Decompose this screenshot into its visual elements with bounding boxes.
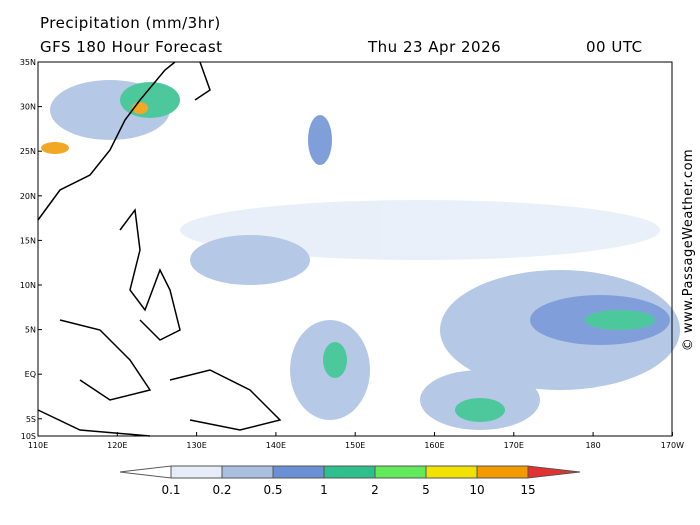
coastlines [37, 61, 282, 437]
colorbar-segment [323, 465, 376, 479]
lat-label: 20N [20, 192, 36, 201]
lat-label: 30N [20, 103, 36, 112]
colorbar-segment [272, 465, 325, 479]
date: Thu 23 Apr 2026 [367, 38, 501, 56]
colorbar-label: 0.5 [263, 483, 282, 497]
lon-label: 130E [186, 441, 206, 450]
time: 00 UTC [586, 38, 643, 56]
lon-label: 180 [585, 441, 600, 450]
colorbar: 0.1 0.2 0.5 1 2 5 10 15 [119, 465, 581, 497]
colorbar-label: 0.2 [212, 483, 231, 497]
title: Precipitation (mm/3hr) [40, 14, 221, 32]
colorbar-label: 15 [520, 483, 535, 497]
lon-label: 150E [345, 441, 365, 450]
lon-label: 160E [424, 441, 444, 450]
precip-field [41, 80, 680, 430]
lon-label: 170E [504, 441, 524, 450]
lon-axis: 110E 120E 130E 140E 150E 160E 170E 180 170W [28, 432, 684, 450]
watermark: © www.PassageWeather.com [681, 149, 696, 351]
colorbar-label: 1 [320, 483, 328, 497]
lat-label: 5S [26, 415, 36, 424]
colorbar-label: 10 [469, 483, 484, 497]
colorbar-segment [221, 465, 274, 479]
colorbar-label: 5 [422, 483, 430, 497]
lon-label: 140E [266, 441, 286, 450]
lat-label: 15N [20, 236, 36, 245]
subtitle: GFS 180 Hour Forecast [40, 38, 223, 56]
lat-label: 35N [20, 58, 36, 67]
colorbar-label: 2 [371, 483, 379, 497]
colorbar-segment [119, 465, 172, 479]
colorbar-segment [527, 465, 581, 479]
colorbar-segment [425, 465, 478, 479]
colorbar-segment [476, 465, 529, 479]
colorbar-segment [170, 465, 223, 479]
colorbar-segment [374, 465, 427, 479]
lat-label: 25N [20, 147, 36, 156]
lat-label: 10N [20, 281, 36, 290]
lat-label: EQ [25, 370, 36, 379]
colorbar-label: 0.1 [161, 483, 180, 497]
lon-label: 110E [28, 441, 48, 450]
lat-label: 5N [25, 326, 36, 335]
lon-label: 170W [661, 441, 684, 450]
lat-axis: 35N 30N 25N 20N 15N 10N 5N EQ 5S 10S [20, 58, 42, 441]
lon-label: 120E [107, 441, 127, 450]
lat-label: 10S [21, 432, 36, 441]
